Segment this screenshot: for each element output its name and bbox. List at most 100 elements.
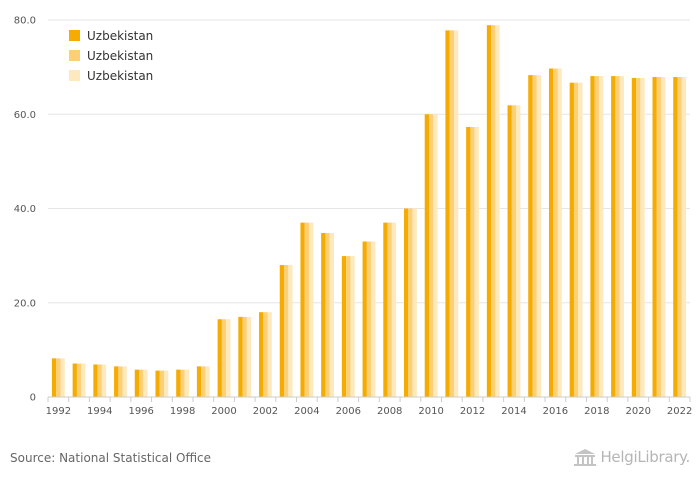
- x-tick-label: 2018: [584, 406, 609, 417]
- bar: [139, 369, 144, 397]
- x-tick-label: 2004: [294, 406, 319, 417]
- bar: [611, 76, 616, 397]
- bar: [221, 319, 227, 397]
- bar: [288, 265, 293, 397]
- x-tick-label: 2016: [543, 406, 568, 417]
- x-tick-label: 2020: [625, 406, 650, 417]
- bar: [466, 126, 471, 397]
- bar: [114, 366, 119, 397]
- logo-text: HelgiLibrary.: [600, 448, 690, 466]
- bar: [263, 312, 268, 397]
- bar: [548, 68, 554, 397]
- bar: [619, 76, 624, 397]
- y-tick-label: 0: [30, 393, 36, 404]
- bar: [362, 241, 367, 397]
- bar: [76, 363, 82, 397]
- x-tick-label: 1992: [46, 406, 71, 417]
- bar: [573, 82, 579, 398]
- bar: [72, 363, 77, 397]
- bar: [449, 30, 454, 398]
- bar: [346, 256, 351, 397]
- bar: [445, 30, 450, 398]
- bar: [51, 358, 57, 397]
- bar: [350, 256, 355, 397]
- bar: [371, 241, 376, 397]
- bar: [267, 312, 272, 397]
- bar: [97, 364, 102, 397]
- x-tick-label: 1998: [170, 406, 195, 417]
- bar: [640, 77, 645, 398]
- bar: [159, 370, 165, 397]
- bar: [304, 222, 310, 397]
- x-tick-label: 2002: [253, 406, 278, 417]
- x-tick-label: 2014: [501, 406, 526, 417]
- y-tick-label: 20.0: [14, 298, 36, 309]
- bar: [681, 77, 687, 398]
- bar-chart: 0 20.0 40.0 60.0 80.0 1992 1994 1996 1998 2000 20…: [14, 16, 693, 418]
- bar: [246, 316, 252, 397]
- bar: [164, 370, 169, 397]
- bar: [470, 126, 475, 397]
- bar: [325, 233, 330, 397]
- source-note: Source: National Statistical Office: [10, 451, 212, 465]
- bar: [594, 76, 599, 397]
- bar: [93, 364, 98, 397]
- bar: [155, 370, 160, 397]
- bar: [491, 25, 496, 398]
- bar: [652, 77, 657, 398]
- bar: [661, 77, 666, 398]
- bar: [590, 76, 595, 397]
- x-tick-label: 1996: [128, 406, 153, 417]
- bar: [486, 25, 492, 398]
- bar: [412, 208, 417, 397]
- x-tick-label: 2000: [211, 406, 236, 417]
- bar: [101, 364, 107, 397]
- bar: [511, 105, 517, 398]
- bar: [408, 208, 413, 397]
- bar: [176, 369, 181, 397]
- bar: [569, 82, 574, 398]
- bar: [196, 366, 202, 397]
- bar: [329, 233, 334, 397]
- bar: [507, 105, 512, 398]
- bar: [391, 222, 397, 397]
- bar: [309, 222, 314, 397]
- legend: Uzbekistan Uzbekistan Uzbekistan: [69, 29, 153, 83]
- x-tick-label: 2010: [418, 406, 443, 417]
- y-tick-label: 60.0: [14, 110, 36, 121]
- bar: [516, 105, 521, 398]
- bar: [495, 25, 500, 398]
- bar: [631, 77, 637, 398]
- bar: [205, 366, 210, 397]
- bar: [259, 312, 264, 397]
- bar: [279, 265, 285, 397]
- legend-swatch: [69, 30, 80, 41]
- bar: [656, 77, 662, 398]
- bar: [453, 30, 459, 398]
- legend-swatch: [69, 70, 80, 81]
- x-tick-label: 2022: [667, 406, 692, 417]
- bar: [404, 208, 409, 397]
- bar: [226, 319, 231, 397]
- bar: [536, 75, 542, 397]
- bar: [143, 369, 148, 397]
- bar: [673, 77, 678, 398]
- bar: [615, 76, 620, 397]
- bar: [598, 76, 604, 397]
- bar: [321, 233, 326, 397]
- bar: [532, 75, 537, 397]
- bar: [217, 319, 222, 397]
- x-tick-label: 2012: [460, 406, 485, 417]
- bar: [184, 369, 190, 397]
- y-tick-label: 80.0: [14, 16, 36, 27]
- bar: [180, 369, 185, 397]
- bar: [201, 366, 206, 397]
- bar: [636, 77, 641, 398]
- y-tick-label: 40.0: [14, 204, 36, 215]
- bar: [56, 358, 61, 397]
- bar: [122, 366, 127, 397]
- bar: [238, 316, 243, 397]
- x-tick-label: 2006: [336, 406, 361, 417]
- bar: [383, 222, 388, 397]
- bar: [578, 82, 583, 398]
